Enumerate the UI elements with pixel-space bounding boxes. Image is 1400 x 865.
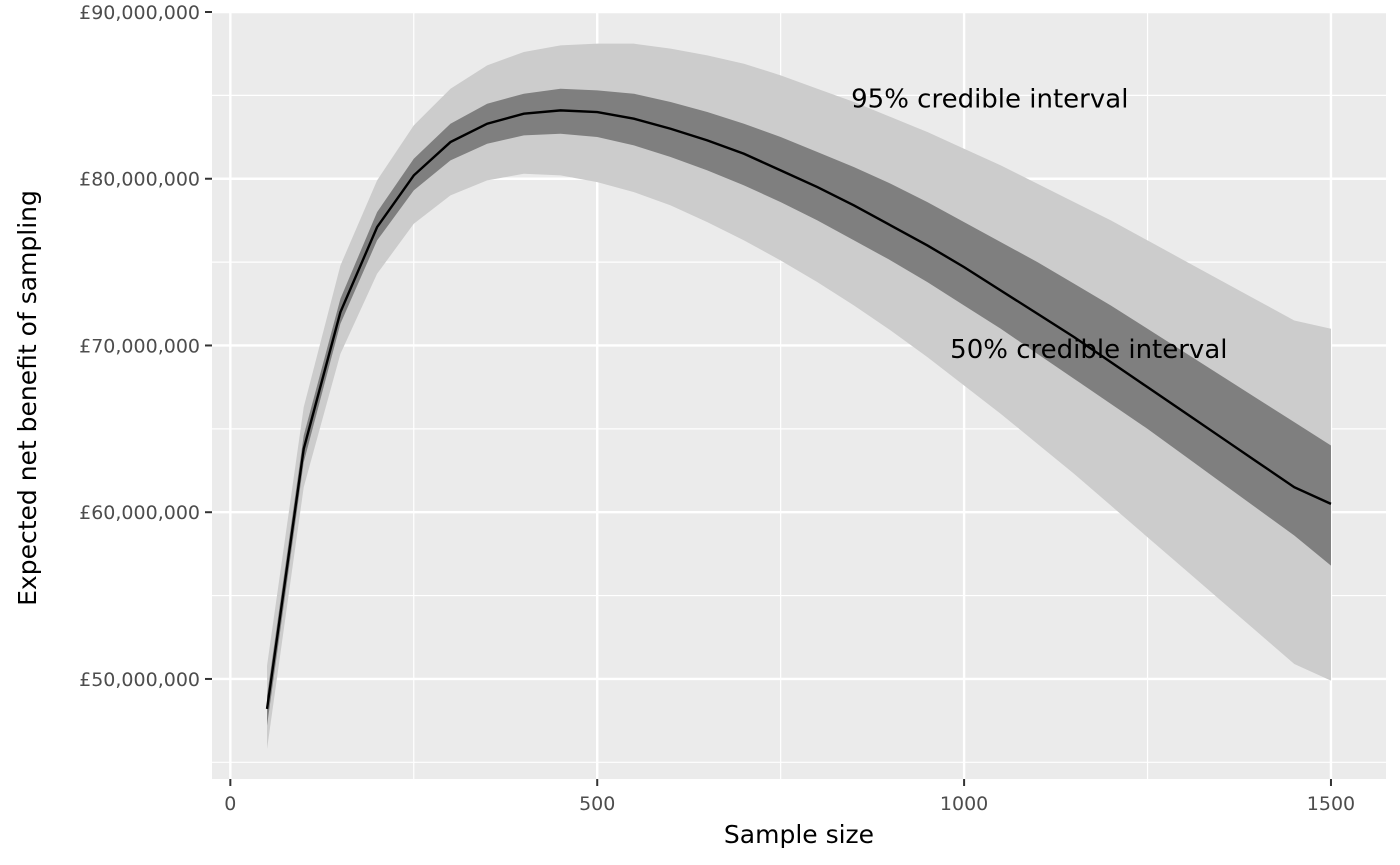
y-tick-label: £50,000,000 — [79, 669, 200, 691]
annotation-label: 95% credible interval — [851, 85, 1128, 115]
band-50-credible-interval — [267, 88, 1331, 726]
annotations: 95% credible interval 50% credible interv… — [851, 85, 1227, 365]
x-tick-label: 1500 — [1307, 793, 1355, 815]
band-95-credible-interval — [267, 43, 1331, 749]
y-tick-label: £90,000,000 — [79, 2, 200, 24]
x-tick-label: 500 — [579, 793, 615, 815]
y-tick-label: £70,000,000 — [79, 335, 200, 357]
x-tick-label: 0 — [224, 793, 236, 815]
y-axis: £50,000,000 £60,000,000 £70,000,000 £80,000… — [79, 2, 212, 691]
enbs-mean-line — [265, 109, 1332, 710]
x-axis-title: Sample size — [724, 820, 874, 849]
y-axis-title: Expected net benefit of sampling — [13, 190, 42, 606]
y-tick-label: £60,000,000 — [79, 502, 200, 524]
x-axis: 0 500 1000 1500 — [224, 779, 1355, 815]
x-tick-label: 1000 — [940, 793, 988, 815]
annotation-label: 50% credible interval — [950, 335, 1227, 365]
y-tick-label: £80,000,000 — [79, 169, 200, 191]
